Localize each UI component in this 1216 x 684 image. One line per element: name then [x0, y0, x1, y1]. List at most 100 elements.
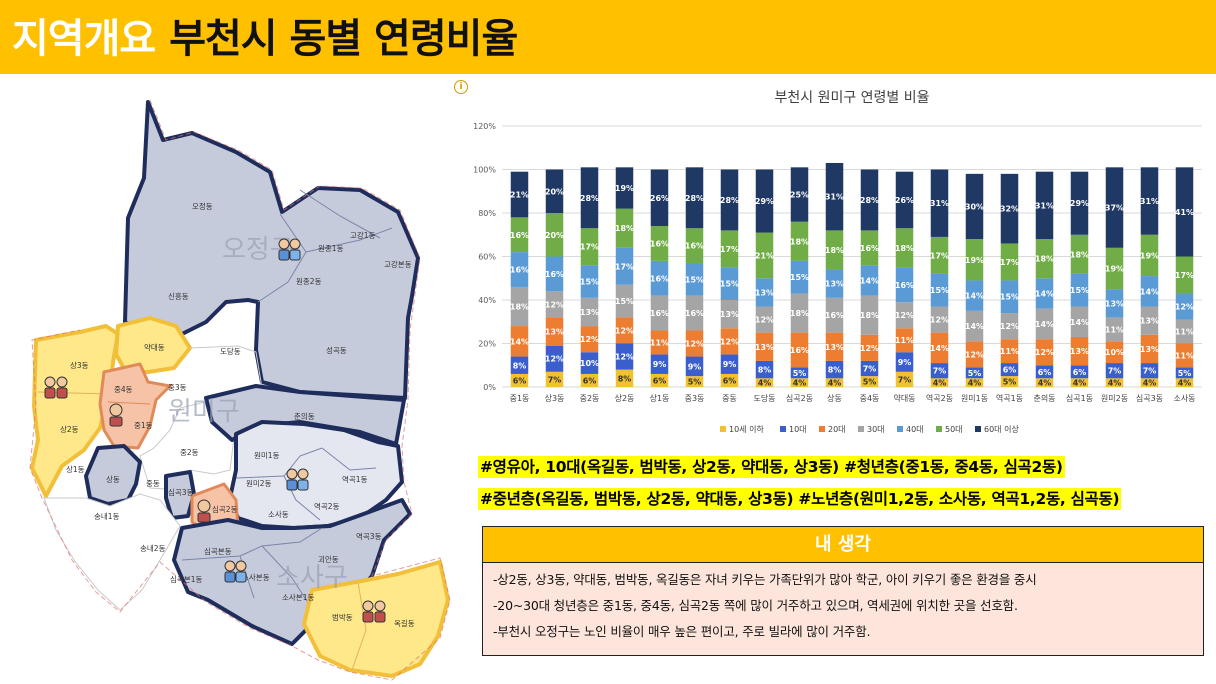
- elderly-couple-icon: [286, 468, 309, 491]
- bar-segment: [510, 217, 529, 253]
- bar-segment: [930, 169, 949, 237]
- map-region-simgok3: [164, 470, 196, 520]
- y-tick-label: 120%: [473, 122, 496, 131]
- bar-segment: [510, 356, 529, 374]
- data-label: 14%: [1035, 289, 1054, 298]
- x-tick-label: 원미1동: [961, 394, 988, 403]
- dong-label: 송내1동: [94, 512, 120, 521]
- bar-segment: [1105, 378, 1124, 387]
- data-label: 37%: [1105, 204, 1124, 213]
- bar-segment: [720, 354, 739, 374]
- elderly-couple-icon: [224, 560, 247, 583]
- x-tick-label: 심곡2동: [786, 393, 813, 403]
- data-label: 10%: [1105, 348, 1124, 357]
- bar-segment: [790, 367, 809, 379]
- y-tick-label: 60%: [478, 253, 496, 262]
- bar-segment: [965, 239, 984, 281]
- bar-segment: [1070, 365, 1089, 379]
- data-label: 26%: [650, 194, 669, 203]
- legend-label: 10대: [789, 425, 807, 434]
- data-label: 8%: [618, 374, 632, 383]
- data-label: 13%: [755, 288, 774, 297]
- data-label: 11%: [1175, 328, 1194, 337]
- bar-segment: [1000, 173, 1019, 244]
- info-icon[interactable]: i: [454, 80, 468, 94]
- data-label: 18%: [825, 246, 844, 255]
- data-label: 18%: [790, 237, 809, 246]
- legend-label: 50대: [945, 425, 963, 434]
- opinion-line: -20~30대 청년층은 중1동, 중4동, 심곡2동 쪽에 많이 거주하고 있…: [493, 598, 1018, 613]
- bar-segment: [895, 352, 914, 372]
- data-label: 4%: [1143, 379, 1157, 388]
- dong-label: 역곡2동: [314, 501, 340, 511]
- bar-segment: [965, 280, 984, 311]
- map-region-jung1: [98, 362, 172, 450]
- bar-segment: [755, 278, 774, 307]
- bucheon-map: 오정구 원미구 소사구 오정동 원종1동 원종2동 고강1동 고강본동 신흥동 …: [29, 99, 451, 681]
- opinion-line: -부천시 오정구는 노인 비율이 매우 높은 편이고, 주로 빌라에 많이 거주…: [493, 624, 871, 639]
- data-label: 12%: [1035, 348, 1054, 357]
- data-label: 16%: [895, 281, 914, 290]
- bar-segment: [545, 371, 564, 387]
- bar-segment: [755, 306, 774, 333]
- bar-segment: [755, 360, 774, 379]
- dong-label: 고강1동: [350, 230, 376, 240]
- data-label: 28%: [720, 196, 739, 205]
- data-label: 13%: [720, 310, 739, 319]
- bar-segment: [860, 230, 879, 266]
- data-label: 13%: [545, 328, 564, 337]
- bar-segment: [860, 376, 879, 387]
- bar-segment: [755, 169, 774, 233]
- bar-segment: [580, 167, 599, 229]
- data-label: 18%: [1035, 255, 1054, 264]
- bar-segment: [895, 328, 914, 353]
- x-tick-label: 중동: [722, 394, 737, 403]
- dong-label: 심곡2동: [212, 504, 238, 514]
- bar-segment: [720, 300, 739, 329]
- title-prefix: 지역개요: [12, 16, 156, 62]
- bar-segment: [790, 293, 809, 333]
- data-label: 16%: [685, 309, 704, 318]
- x-tick-label: 상1동: [650, 393, 670, 403]
- dong-label: 원종1동: [318, 244, 344, 253]
- bar-segment: [1035, 278, 1054, 309]
- data-label: 15%: [685, 275, 704, 284]
- data-label: 6%: [723, 376, 737, 385]
- dong-label: 중동: [146, 479, 160, 488]
- dong-label: 중3동: [168, 383, 187, 392]
- bar-segment: [1070, 171, 1089, 235]
- bar-segment: [965, 173, 984, 240]
- data-label: 7%: [548, 375, 562, 384]
- bar-segment: [510, 373, 529, 387]
- dong-label: 성곡동: [326, 346, 347, 355]
- x-tick-label: 역곡2동: [926, 393, 953, 403]
- bar-segment: [685, 167, 704, 229]
- bar-segment: [825, 230, 844, 270]
- bar-segment: [580, 297, 599, 327]
- data-label: 9%: [688, 362, 702, 371]
- legend-swatch: [819, 426, 825, 432]
- data-label: 17%: [930, 251, 949, 260]
- district-label-wonmi: 원미구: [168, 397, 240, 427]
- bar-segment: [1000, 313, 1019, 340]
- data-label: 18%: [860, 311, 879, 320]
- data-label: 28%: [580, 194, 599, 203]
- x-tick-label: 심곡1동: [1066, 393, 1093, 403]
- hashtag-line-1: #영유아, 10대(옥길동, 범박동, 상2동, 약대동, 상3동) #청년층(…: [478, 456, 1065, 478]
- bar-segment: [825, 162, 844, 231]
- data-label: 14%: [860, 276, 879, 285]
- bar-segment: [825, 332, 844, 361]
- data-label: 4%: [793, 379, 807, 388]
- data-label: 20%: [545, 231, 564, 240]
- bar-segment: [1105, 317, 1124, 342]
- x-tick-label: 도당동: [753, 393, 775, 403]
- data-label: 16%: [685, 242, 704, 251]
- district-label-sosa: 소사구: [276, 563, 348, 593]
- data-label: 10%: [580, 359, 599, 368]
- legend-label: 60대 이상: [984, 424, 1019, 434]
- opinion-heading: 내 생각: [483, 527, 1203, 563]
- data-label: 28%: [860, 196, 879, 205]
- data-label: 17%: [580, 243, 599, 252]
- bar-segment: [615, 167, 634, 209]
- x-tick-label: 역곡1동: [996, 393, 1023, 403]
